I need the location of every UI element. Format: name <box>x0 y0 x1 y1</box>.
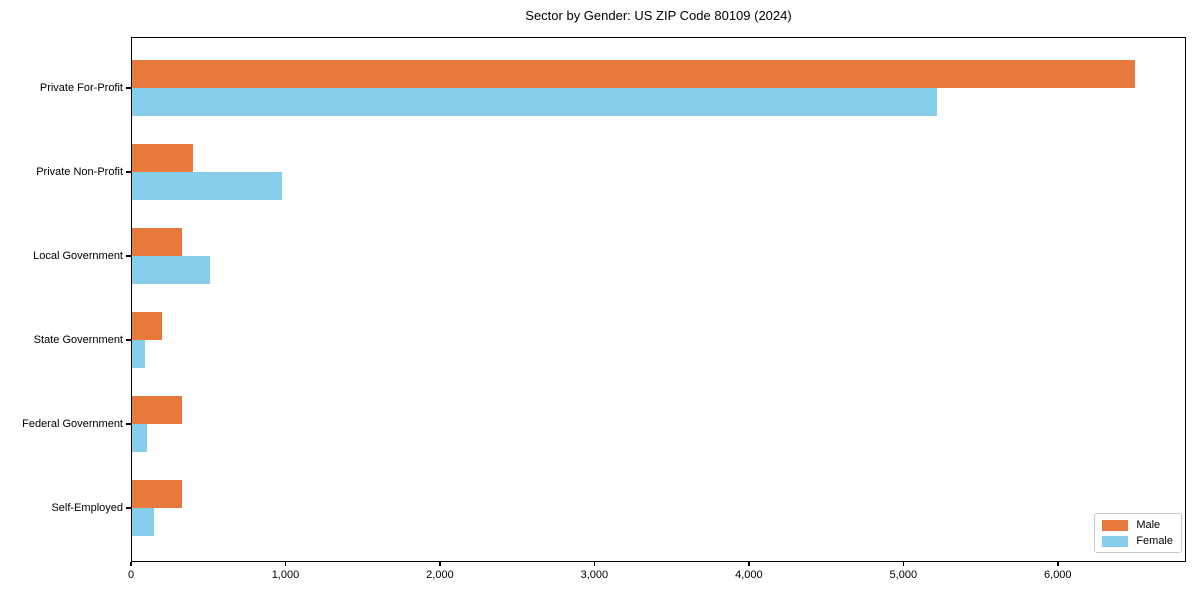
y-axis-category-label: Private For-Profit <box>39 82 123 94</box>
bar-female-1 <box>132 88 938 116</box>
x-axis-tick-mark <box>284 562 287 566</box>
x-axis-tick-label: 1,000 <box>271 569 300 581</box>
x-axis-tick-mark <box>902 562 905 566</box>
y-axis-category-label: Self-Employed <box>51 502 123 514</box>
legend-entry-female: Female <box>1102 535 1173 547</box>
x-axis-tick-label: 4,000 <box>735 569 763 581</box>
x-axis-tick-mark <box>1057 562 1059 566</box>
bar-male-3 <box>132 228 182 256</box>
y-axis-tick-mark <box>126 423 131 425</box>
plot-area <box>131 37 1186 562</box>
bar-male-4 <box>132 312 162 340</box>
y-axis-category-label: Local Government <box>33 250 123 262</box>
bar-female-4 <box>132 340 145 368</box>
legend-label: Female <box>1136 535 1173 547</box>
bar-female-2 <box>132 172 282 200</box>
legend-swatch-male <box>1102 519 1129 531</box>
x-axis-tick-mark <box>593 562 596 566</box>
x-axis-tick-label: 3,000 <box>580 569 609 581</box>
y-axis-tick-mark <box>126 507 131 509</box>
chart-title: Sector by Gender: US ZIP Code 80109 (202… <box>525 8 792 23</box>
bar-female-3 <box>132 256 210 284</box>
bar-male-6 <box>132 480 182 508</box>
x-axis-tick-label: 6,000 <box>1044 569 1072 581</box>
x-axis-tick-label: 5,000 <box>889 569 918 581</box>
x-axis-tick-mark <box>748 562 750 566</box>
y-axis-category-label: State Government <box>33 334 123 346</box>
bar-male-1 <box>132 60 1136 88</box>
legend-label: Male <box>1136 519 1161 531</box>
x-axis-tick-label: 2,000 <box>426 569 454 581</box>
legend-swatch-female <box>1102 535 1129 547</box>
x-axis-tick-mark <box>130 562 132 566</box>
bar-male-2 <box>132 144 193 172</box>
y-axis-tick-mark <box>126 339 131 341</box>
y-axis-tick-mark <box>126 171 131 173</box>
bar-male-5 <box>132 396 182 424</box>
legend-entry-male: Male <box>1102 519 1173 531</box>
x-axis-tick-label: 0 <box>127 569 135 581</box>
x-axis-tick-mark <box>439 562 441 566</box>
legend: Male Female <box>1094 513 1182 553</box>
y-axis-tick-mark <box>126 87 131 89</box>
y-axis-tick-mark <box>126 255 131 257</box>
bar-female-6 <box>132 508 155 536</box>
y-axis-category-label: Federal Government <box>22 418 123 430</box>
bar-female-5 <box>132 424 148 452</box>
y-axis-category-label: Private Non-Profit <box>36 166 123 178</box>
